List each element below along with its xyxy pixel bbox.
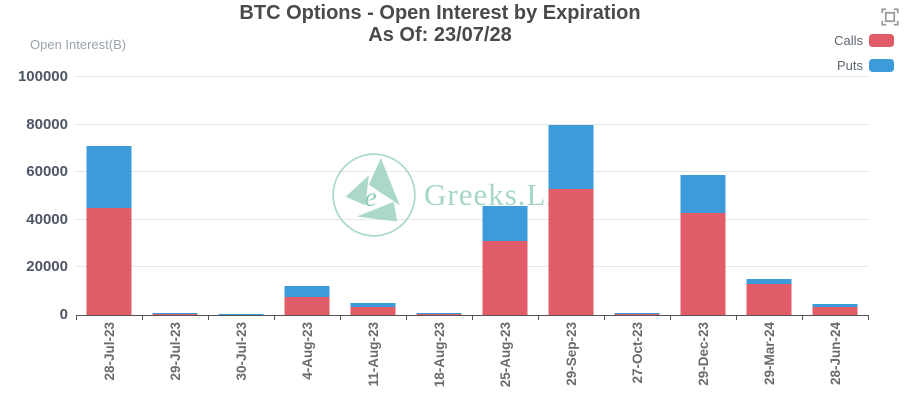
x-tick-label: 29-Sep-23 xyxy=(563,322,579,386)
bar-column[interactable] xyxy=(604,77,670,315)
bar-column[interactable] xyxy=(472,77,538,315)
x-tick-label: 28-Jul-23 xyxy=(101,322,117,381)
x-tick-label: 30-Jul-23 xyxy=(233,322,249,381)
x-axis-tick xyxy=(604,315,605,320)
x-axis-tick xyxy=(208,315,209,320)
x-axis-labels: 28-Jul-23 29-Jul-23 30-Jul-23 4-Aug-23 11-Au… xyxy=(76,322,868,407)
calls-bar-segment[interactable] xyxy=(614,313,660,315)
x-tick-label: 28-Jun-24 xyxy=(827,322,843,386)
legend-item-calls[interactable]: Calls xyxy=(834,33,894,48)
y-axis-name: Open Interest(B) xyxy=(30,37,127,52)
calls-bar-segment[interactable] xyxy=(350,306,396,315)
calls-bar-segment[interactable] xyxy=(680,212,726,315)
y-tick-label: 100000 xyxy=(17,68,68,85)
calls-bar-segment[interactable] xyxy=(746,284,792,315)
puts-bar-segment[interactable] xyxy=(86,146,132,208)
y-tick-label: 0 xyxy=(59,306,68,323)
greeks-live-logo-icon: e xyxy=(332,153,416,237)
x-tick-label: 18-Aug-23 xyxy=(431,322,447,388)
calls-bar-segment[interactable] xyxy=(416,313,462,315)
puts-bar-segment[interactable] xyxy=(548,124,594,189)
puts-bar-segment[interactable] xyxy=(284,286,330,298)
plot-area xyxy=(76,76,869,320)
frame-icon[interactable] xyxy=(880,7,900,27)
calls-swatch xyxy=(869,34,894,47)
x-axis-tick xyxy=(274,315,275,320)
x-axis-tick xyxy=(538,315,539,320)
bar-column[interactable] xyxy=(142,77,208,315)
y-tick-label: 20000 xyxy=(26,258,68,276)
puts-bar-segment[interactable] xyxy=(152,312,198,314)
puts-bar-segment[interactable] xyxy=(350,302,396,307)
bar-column[interactable] xyxy=(406,77,472,315)
calls-bar-segment[interactable] xyxy=(812,307,858,315)
puts-bar-segment[interactable] xyxy=(680,174,726,213)
gridline xyxy=(76,123,868,125)
legend-label-calls: Calls xyxy=(834,33,863,48)
bar-column[interactable] xyxy=(340,77,406,315)
calls-bar-segment[interactable] xyxy=(152,313,198,315)
calls-bar-segment[interactable] xyxy=(548,188,594,315)
puts-bar-segment[interactable] xyxy=(482,205,528,242)
x-tick-label: 25-Aug-23 xyxy=(497,322,513,388)
chart-subtitle: As Of: 23/07/28 xyxy=(368,24,512,46)
x-axis-tick xyxy=(472,315,473,320)
x-axis-tick xyxy=(868,315,869,320)
legend-label-puts: Puts xyxy=(836,58,863,73)
bars-row xyxy=(76,77,868,315)
bar-column[interactable] xyxy=(76,77,142,315)
bar-column[interactable] xyxy=(802,77,868,315)
calls-bar-segment[interactable] xyxy=(284,297,330,315)
legend: Calls Puts xyxy=(834,33,894,73)
gridline xyxy=(76,76,868,77)
chart-title-block: BTC Options - Open Interest by Expiratio… xyxy=(0,2,880,46)
legend-item-puts[interactable]: Puts xyxy=(837,58,894,73)
x-axis-tick xyxy=(340,315,341,320)
puts-bar-segment[interactable] xyxy=(614,313,660,314)
bar-column[interactable] xyxy=(736,77,802,315)
x-axis-tick xyxy=(670,315,671,320)
bar-column[interactable] xyxy=(538,77,604,315)
svg-text:e: e xyxy=(365,181,377,212)
calls-bar-segment[interactable] xyxy=(482,241,528,315)
puts-swatch xyxy=(869,59,894,72)
puts-bar-segment[interactable] xyxy=(746,278,792,285)
chart-title: BTC Options - Open Interest by Expiratio… xyxy=(239,2,641,24)
x-axis-tick xyxy=(802,315,803,320)
y-tick-label: 40000 xyxy=(26,210,68,228)
gridline xyxy=(76,171,868,173)
calls-bar-segment[interactable] xyxy=(218,314,264,315)
gridline xyxy=(76,218,868,220)
bar-column[interactable] xyxy=(274,77,340,315)
bar-column[interactable] xyxy=(670,77,736,315)
x-axis-tick xyxy=(76,315,77,320)
calls-bar-segment[interactable] xyxy=(86,207,132,315)
bar-column[interactable] xyxy=(208,77,274,315)
x-axis-tick xyxy=(142,315,143,320)
x-tick-label: 29-Jul-23 xyxy=(167,322,183,381)
x-tick-label: 27-Oct-23 xyxy=(629,322,645,384)
x-axis-tick xyxy=(406,315,407,320)
y-tick-label: 80000 xyxy=(26,115,68,133)
x-tick-label: 29-Mar-24 xyxy=(761,322,777,386)
x-tick-label: 4-Aug-23 xyxy=(299,322,315,380)
x-tick-label: 29-Dec-23 xyxy=(695,322,711,386)
x-tick-label: 11-Aug-23 xyxy=(365,322,381,387)
gridline xyxy=(76,266,868,268)
puts-bar-segment[interactable] xyxy=(812,303,858,308)
x-axis-tick xyxy=(736,315,737,320)
y-tick-label: 60000 xyxy=(26,163,68,181)
